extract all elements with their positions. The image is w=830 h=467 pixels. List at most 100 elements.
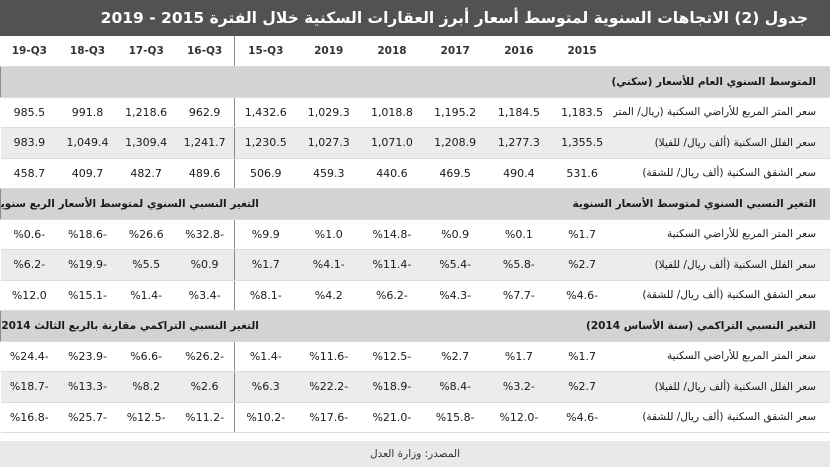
year-value-cell: %2.7 bbox=[550, 249, 614, 281]
year-value-cell: %4.6- bbox=[550, 402, 614, 433]
row-label: سعر الفلل السكنية (ألف ريال/ للفيلا) bbox=[613, 127, 830, 159]
quarter-header: 18-Q3 bbox=[58, 36, 117, 67]
quarter-value-cell: %3.4- bbox=[175, 280, 235, 311]
year-value-cell: %0.1 bbox=[487, 219, 551, 250]
quarter-value-cell: 409.7 bbox=[58, 158, 117, 189]
year-value-cell: 1,029.3 bbox=[296, 97, 361, 128]
quarter-value-cell: %19.9- bbox=[58, 249, 117, 281]
year-value-cell: %5.4- bbox=[423, 249, 488, 281]
year-value-cell: %11.4- bbox=[360, 249, 424, 281]
year-value-cell: %1.7 bbox=[550, 341, 614, 372]
year-value-cell: 531.6 bbox=[550, 158, 614, 189]
year-value-cell: %21.0- bbox=[360, 402, 424, 433]
section-title-quarterly: التغير النسبي التراكمي مقارنة بالربع الث… bbox=[0, 310, 297, 342]
quarter-value-cell: %18.7- bbox=[0, 371, 59, 403]
quarter-header: 16-Q3 bbox=[175, 36, 235, 67]
quarter-value-cell: %13.3- bbox=[58, 371, 117, 403]
row-label: سعر المتر المربع للأراضي السكنية bbox=[613, 341, 830, 372]
year-value-cell: 1,277.3 bbox=[487, 127, 551, 159]
year-value-cell: %4.1- bbox=[296, 249, 361, 281]
table-row: 985.5 991.8 1,218.6 962.9 1,432.6 1,029.3 1,01… bbox=[0, 97, 830, 128]
quarter-value-cell: %6.6- bbox=[116, 341, 176, 372]
row-label: سعر الشقق السكنية (ألف ريال/ للشقة) bbox=[613, 280, 830, 311]
year-value-cell: 469.5 bbox=[423, 158, 488, 189]
quarter-value-cell: %9.9 bbox=[233, 219, 297, 250]
year-value-cell: %12.0- bbox=[487, 402, 551, 433]
label-header bbox=[613, 36, 830, 67]
quarter-value-cell: 985.5 bbox=[0, 97, 59, 128]
year-value-cell: %14.8- bbox=[360, 219, 424, 250]
quarter-header: 17-Q3 bbox=[116, 36, 176, 67]
quarter-value-cell: %8.1- bbox=[233, 280, 297, 311]
section-title-annual: التغير النسبي السنوي لمتوسط الأسعار السن… bbox=[296, 188, 830, 220]
year-value-cell: %1.7 bbox=[487, 341, 551, 372]
year-value-cell: %12.5- bbox=[360, 341, 424, 372]
quarter-value-cell: %16.8- bbox=[0, 402, 59, 433]
table-row: %24.4- %23.9- %6.6- %26.2- %1.4- %11.6- %12.5-… bbox=[0, 341, 830, 372]
section-band: المتوسط السنوي العام للأسعار (سكني) bbox=[0, 66, 830, 98]
quarter-value-cell: %10.2- bbox=[233, 402, 297, 433]
quarter-value-cell: %8.2 bbox=[116, 371, 176, 403]
row-label: سعر الفلل السكنية (ألف ريال/ للفيلا) bbox=[613, 371, 830, 403]
table-row: 983.9 1,049.4 1,309.4 1,241.7 1,230.5 1,027.3… bbox=[0, 127, 830, 159]
section-band: التغير النسبي السنوي لمتوسط الأسعار الرب… bbox=[0, 188, 830, 220]
section-title-quarterly bbox=[0, 66, 297, 98]
quarter-value-cell: %32.8- bbox=[175, 219, 235, 250]
source-note: المصدر: وزارة العدل bbox=[0, 441, 830, 467]
quarter-value-cell: %1.7 bbox=[233, 249, 297, 281]
quarter-value-cell: %0.9 bbox=[175, 249, 235, 281]
year-value-cell: %2.7 bbox=[550, 371, 614, 403]
row-label: سعر الفلل السكنية (ألف ريال/ للفيلا) bbox=[613, 249, 830, 281]
year-value-cell: 490.4 bbox=[487, 158, 551, 189]
quarter-header: 15-Q3 bbox=[233, 36, 297, 67]
header-row: 19-Q3 18-Q3 17-Q3 16-Q3 15-Q3 2019 2018 2017 201… bbox=[0, 36, 830, 67]
year-value-cell: 1,355.5 bbox=[550, 127, 614, 159]
year-value-cell: 1,195.2 bbox=[423, 97, 488, 128]
row-label: سعر المتر المربع للأراضي السكنية bbox=[613, 219, 830, 250]
year-value-cell: 1,184.5 bbox=[487, 97, 551, 128]
table-row: 458.7 409.7 482.7 489.6 506.9 459.3 440.6 469.5… bbox=[0, 158, 830, 189]
year-header: 2019 bbox=[296, 36, 361, 67]
year-value-cell: %1.0 bbox=[296, 219, 361, 250]
quarter-value-cell: 506.9 bbox=[233, 158, 297, 189]
row-label: سعر المتر المربع للأراضي السكنية (ريال/ … bbox=[613, 97, 830, 128]
section-band: التغير النسبي التراكمي مقارنة بالربع الث… bbox=[0, 310, 830, 342]
quarter-value-cell: %2.6 bbox=[175, 371, 235, 403]
quarter-value-cell: %1.4- bbox=[233, 341, 297, 372]
row-label: سعر الشقق السكنية (ألف ريال/ للشقة) bbox=[613, 158, 830, 189]
quarter-value-cell: 1,218.6 bbox=[116, 97, 176, 128]
quarter-value-cell: 983.9 bbox=[0, 127, 59, 159]
year-value-cell: %4.2 bbox=[296, 280, 361, 311]
table-row: %12.0 %15.1- %1.4- %3.4- %8.1- %4.2 %6.2- %4.3-… bbox=[0, 280, 830, 311]
quarter-value-cell: %15.1- bbox=[58, 280, 117, 311]
row-label: سعر الشقق السكنية (ألف ريال/ للشقة) bbox=[613, 402, 830, 433]
year-value-cell: 459.3 bbox=[296, 158, 361, 189]
section-title-annual: التغير النسبي التراكمي (سنة الأساس 2014) bbox=[296, 310, 830, 342]
year-value-cell: %6.2- bbox=[360, 280, 424, 311]
year-header: 2018 bbox=[360, 36, 424, 67]
year-value-cell: %2.7 bbox=[423, 341, 488, 372]
quarter-value-cell: 1,241.7 bbox=[175, 127, 235, 159]
quarter-header: 19-Q3 bbox=[0, 36, 59, 67]
year-value-cell: %8.4- bbox=[423, 371, 488, 403]
section-title-annual: المتوسط السنوي العام للأسعار (سكني) bbox=[296, 66, 830, 98]
quarter-value-cell: %0.6- bbox=[0, 219, 59, 250]
section-title-quarterly: التغير النسبي السنوي لمتوسط الأسعار الرب… bbox=[0, 188, 297, 220]
year-value-cell: %1.7 bbox=[550, 219, 614, 250]
quarter-value-cell: 962.9 bbox=[175, 97, 235, 128]
quarter-value-cell: %25.7- bbox=[58, 402, 117, 433]
quarter-value-cell: 1,432.6 bbox=[233, 97, 297, 128]
year-value-cell: %22.2- bbox=[296, 371, 361, 403]
table-row: %18.7- %13.3- %8.2 %2.6 %6.3 %22.2- %18.9- %8.4… bbox=[0, 371, 830, 403]
year-header: 2017 bbox=[423, 36, 488, 67]
quarter-value-cell: %11.2- bbox=[175, 402, 235, 433]
quarter-value-cell: %6.2- bbox=[0, 249, 59, 281]
year-header: 2015 bbox=[550, 36, 614, 67]
year-value-cell: %15.8- bbox=[423, 402, 488, 433]
quarter-value-cell: %6.3 bbox=[233, 371, 297, 403]
quarter-value-cell: %5.5 bbox=[116, 249, 176, 281]
year-value-cell: 440.6 bbox=[360, 158, 424, 189]
year-value-cell: 1,208.9 bbox=[423, 127, 488, 159]
quarter-value-cell: %26.6 bbox=[116, 219, 176, 250]
